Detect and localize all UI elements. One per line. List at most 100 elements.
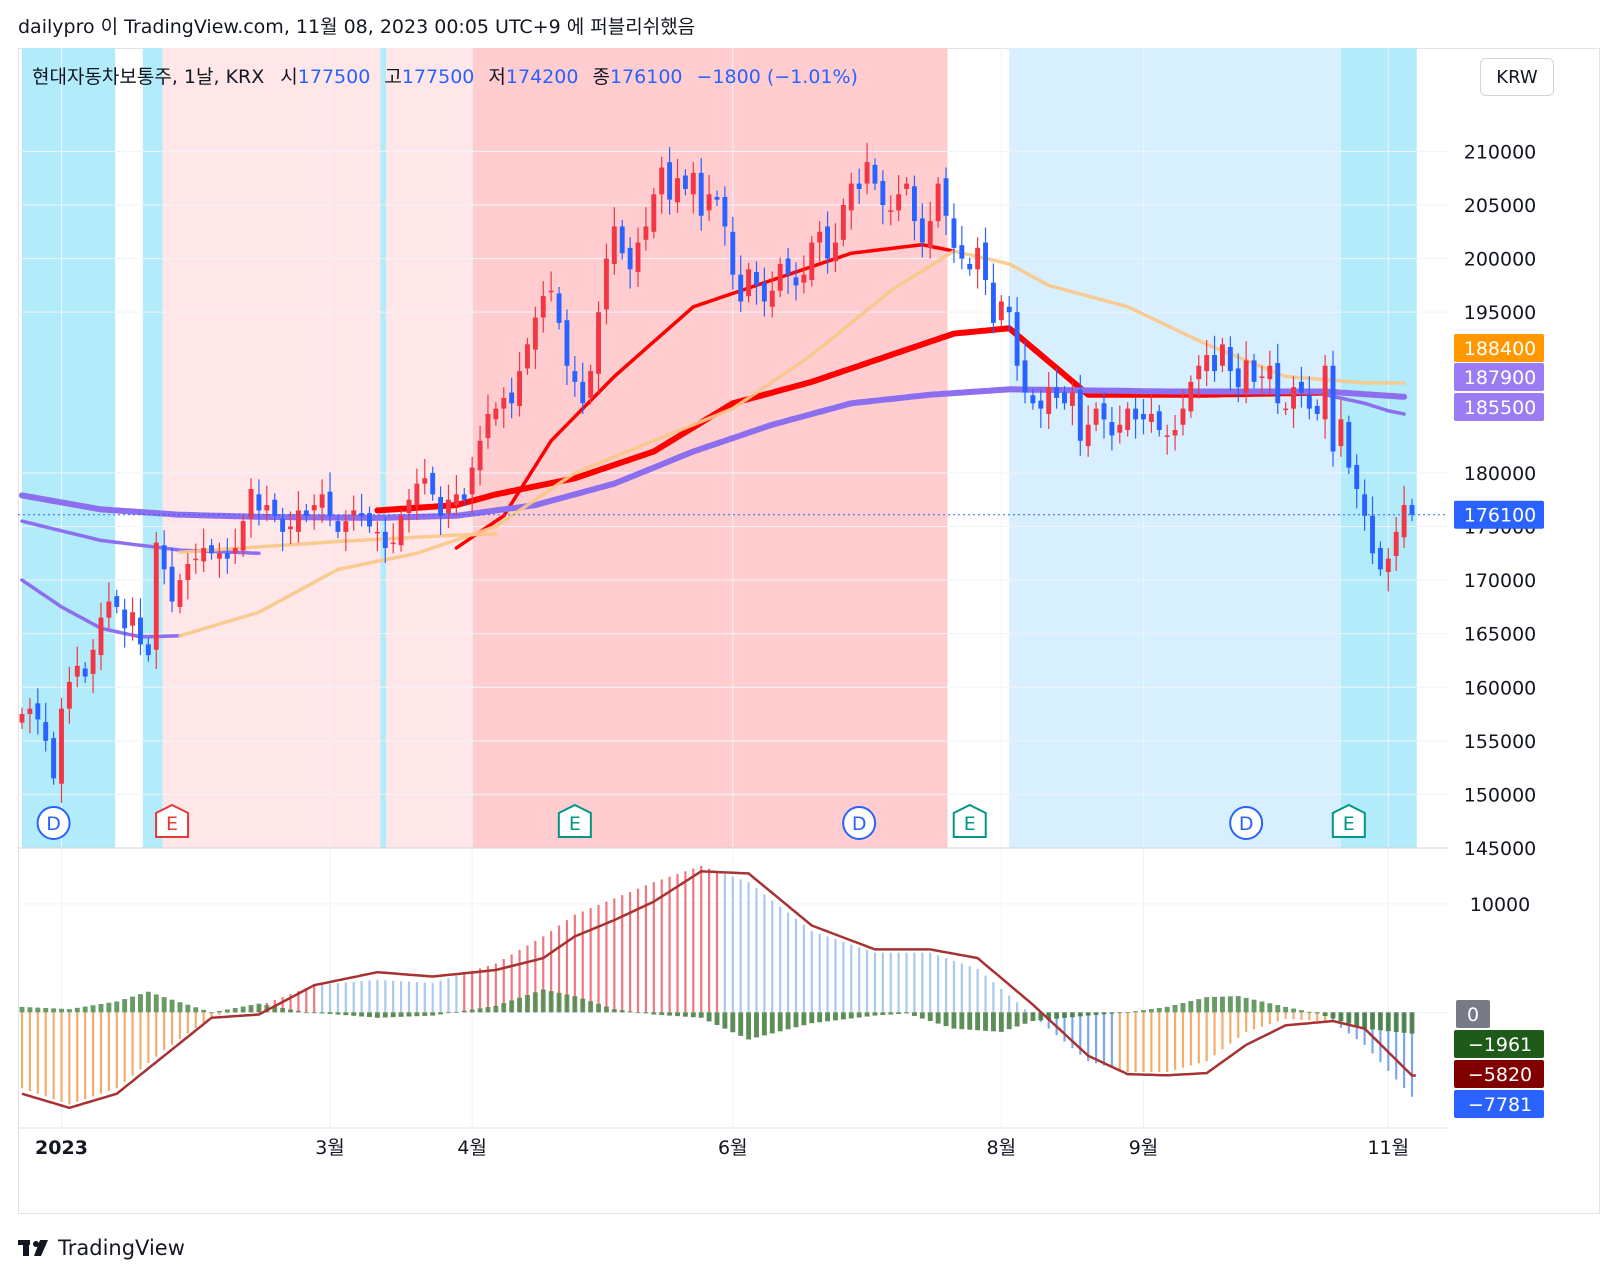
candle-body [232, 547, 238, 554]
macd-bar [1308, 1012, 1311, 1021]
candle-body [359, 513, 365, 516]
histogram-bar [359, 1012, 365, 1017]
histogram-bar [675, 1012, 680, 1017]
candle-body [706, 194, 712, 211]
histogram-bar [809, 1012, 815, 1024]
candle-body [1164, 435, 1170, 437]
candle-body [1172, 430, 1178, 436]
time-tick-label: 11월 [1367, 1137, 1409, 1159]
macd-bar [629, 891, 632, 1013]
histogram-bar [564, 994, 570, 1013]
histogram-bar [138, 994, 143, 1013]
histogram-bar [169, 999, 175, 1013]
candle-body [177, 580, 183, 607]
ma-value-label: 187900 [1454, 363, 1544, 391]
macd-bar [36, 1012, 39, 1094]
macd-bar [510, 954, 513, 1013]
candle-body [398, 515, 404, 546]
macd-bar [715, 871, 719, 1013]
macd-bar [289, 994, 292, 1013]
candle-body [406, 499, 412, 514]
macd-bar [1213, 1012, 1216, 1056]
moving-average-line [374, 325, 1329, 514]
candle-body [698, 172, 704, 216]
dividend-marker[interactable]: D [842, 806, 877, 840]
macd-bar [194, 1012, 197, 1028]
candle-body [1030, 395, 1036, 404]
candle-body [280, 518, 286, 532]
price-tick-label: 160000 [1464, 677, 1537, 699]
earnings-marker[interactable]: E [557, 803, 592, 838]
histogram-bar [904, 1012, 909, 1014]
histogram-bar [738, 1012, 744, 1036]
candle-body [761, 282, 767, 302]
candle-body [461, 494, 467, 500]
candle-body [311, 505, 317, 511]
macd-value-label-text: −1961 [1468, 1034, 1532, 1056]
histogram-bar [327, 1012, 333, 1014]
histogram-bar [1101, 1012, 1107, 1015]
histogram-bar [825, 1012, 831, 1022]
currency-button[interactable]: KRW [1480, 58, 1554, 96]
dividend-marker[interactable]: D [1229, 806, 1264, 840]
histogram-bar [1204, 997, 1210, 1013]
macd-bar [52, 1012, 55, 1100]
histogram-bar [1093, 1012, 1099, 1015]
macd-bar [1126, 1012, 1129, 1073]
macd-bar [952, 960, 956, 1013]
candle-body [485, 413, 491, 439]
macd-bar [202, 1012, 205, 1023]
histogram-bar [872, 1012, 878, 1016]
macd-bar [91, 1012, 95, 1097]
earnings-marker[interactable]: E [952, 803, 987, 838]
candle-body [911, 186, 917, 222]
candle-body [51, 738, 57, 779]
histogram-bar [1243, 997, 1249, 1013]
histogram-bar [51, 1008, 57, 1013]
candle-body [572, 371, 578, 382]
histogram-bar [335, 1012, 341, 1015]
macd-bar [937, 955, 940, 1013]
ma-value-label: 188400 [1454, 334, 1544, 362]
histogram-bar [627, 1011, 633, 1013]
histogram-bar [485, 1007, 491, 1013]
histogram-bar [817, 1012, 823, 1023]
macd-bar [99, 1012, 103, 1094]
candle-body [1401, 505, 1407, 538]
histogram-bar [130, 996, 136, 1013]
price-tick-label: 180000 [1464, 463, 1537, 485]
histogram-bar [367, 1012, 372, 1018]
candle-body [769, 290, 775, 307]
macd-bar [826, 936, 829, 1013]
marker-letter: E [1343, 813, 1355, 835]
footer-brand[interactable]: TradingView [18, 1236, 185, 1260]
macd-bar [305, 988, 308, 1013]
macd-bar [921, 952, 924, 1013]
macd-value-label-bg [1454, 1030, 1544, 1058]
macd-bar [794, 918, 798, 1013]
earnings-marker[interactable]: E [155, 803, 190, 838]
histogram-bar [730, 1012, 736, 1033]
earnings-marker[interactable]: E [1331, 803, 1366, 838]
macd-bar [518, 949, 521, 1013]
histogram-bar [477, 1008, 483, 1013]
histogram-bar [951, 1012, 957, 1029]
candle-body [1085, 424, 1091, 447]
candle-body [817, 231, 823, 243]
candle-body [809, 242, 815, 281]
macd-bar [779, 906, 782, 1013]
histogram-bar [651, 1012, 657, 1015]
histogram-bar [1401, 1012, 1407, 1033]
macd-bar [455, 975, 458, 1013]
macd-bar [771, 900, 774, 1013]
candle-body [754, 271, 759, 286]
dividend-marker[interactable]: D [36, 806, 71, 840]
histogram-bar [1006, 1012, 1012, 1030]
histogram-bar [1322, 1012, 1328, 1016]
candle-body [1117, 424, 1123, 433]
candle-body [951, 218, 957, 248]
moving-average-line [178, 532, 498, 554]
macd-bar [802, 924, 805, 1013]
